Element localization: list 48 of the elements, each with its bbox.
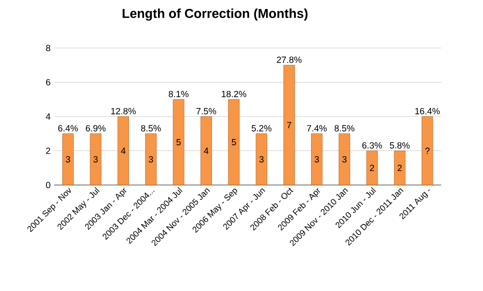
annotation: 6.9% <box>86 125 106 132</box>
data-label: 4 <box>120 148 126 154</box>
data-label: 5 <box>176 139 181 146</box>
data-label: 2 <box>398 164 402 172</box>
y-tick-label: 4 <box>46 113 50 120</box>
chart-title: Length of Correction (Months) <box>122 8 308 21</box>
y-tick-label: 2 <box>46 148 50 154</box>
bar <box>118 116 129 186</box>
bar <box>172 99 184 186</box>
bar <box>311 133 322 186</box>
annotation: 6.3% <box>362 142 382 149</box>
bar <box>338 133 350 186</box>
data-label: 3 <box>148 156 154 162</box>
y-tick-label: 8 <box>46 44 50 52</box>
bar <box>90 133 102 186</box>
y-tick-label: 0 <box>46 182 50 188</box>
y-tick-label: 6 <box>46 79 50 86</box>
data-label: 3 <box>314 156 319 162</box>
annotation: 18.2% <box>222 90 246 98</box>
bar <box>200 116 212 186</box>
bar <box>228 99 240 186</box>
data-label: 7 <box>287 122 292 128</box>
data-label: 3 <box>93 156 98 162</box>
data-label: 3 <box>66 156 70 162</box>
annotation: 8.5% <box>141 125 161 132</box>
data-label: ? <box>425 148 430 154</box>
data-label: 2 <box>370 164 374 172</box>
annotation: 6.4% <box>58 125 78 132</box>
data-label: 3 <box>259 156 264 162</box>
annotation: 12.8% <box>111 108 136 114</box>
data-label: 5 <box>232 139 236 146</box>
bar <box>145 133 157 186</box>
bar <box>394 150 406 186</box>
bar <box>366 150 378 186</box>
data-label: 3 <box>342 156 347 162</box>
data-label: 4 <box>204 148 208 154</box>
bar <box>256 133 268 186</box>
annotation: 8.5% <box>334 125 354 132</box>
annotation: 16.4% <box>415 108 440 114</box>
annotation: 7.4% <box>307 125 327 132</box>
annotation: 27.8% <box>276 56 302 63</box>
bar <box>283 64 295 186</box>
annotation: 5.8% <box>390 142 410 149</box>
annotation: 5.2% <box>252 125 272 132</box>
annotation: 8.1% <box>168 90 188 98</box>
bar <box>422 116 434 186</box>
annotation: 7.5% <box>196 108 216 114</box>
bar <box>62 133 74 186</box>
